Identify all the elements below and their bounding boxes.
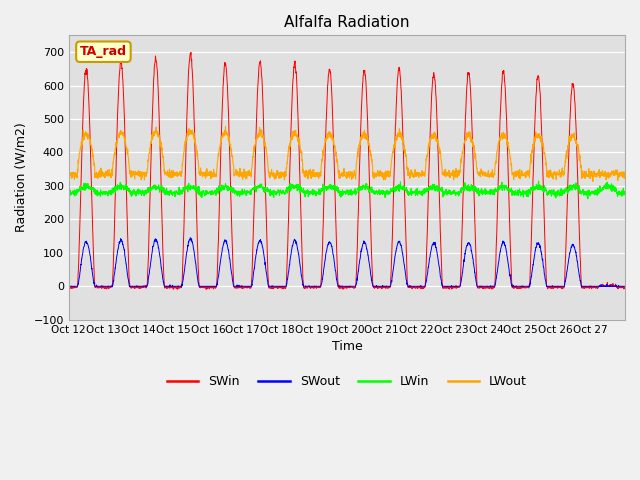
- LWout: [65, 170, 72, 176]
- LWout: [120, 136, 128, 142]
- SWin: [202, 287, 210, 292]
- SWout: [621, 283, 628, 289]
- Text: TA_rad: TA_rad: [80, 45, 127, 58]
- LWout: [515, 168, 522, 174]
- LWin: [120, 185, 128, 191]
- Line: SWout: SWout: [68, 238, 625, 286]
- SWout: [613, 283, 621, 289]
- LWin: [65, 190, 72, 196]
- LWin: [241, 187, 248, 193]
- LWout: [589, 179, 596, 184]
- LWin: [613, 191, 621, 197]
- Line: LWin: LWin: [68, 181, 625, 199]
- LWin: [514, 188, 522, 193]
- LWout: [621, 173, 628, 179]
- SWout: [120, 247, 128, 252]
- SWin: [120, 112, 128, 118]
- Legend: SWin, SWout, LWin, LWout: SWin, SWout, LWin, LWout: [162, 370, 532, 393]
- LWout: [241, 170, 248, 176]
- SWout: [241, 283, 248, 289]
- Line: SWin: SWin: [68, 52, 625, 289]
- SWin: [613, 285, 621, 291]
- SWin: [546, 285, 554, 291]
- SWout: [380, 283, 388, 289]
- Y-axis label: Radiation (W/m2): Radiation (W/m2): [15, 123, 28, 232]
- LWin: [535, 178, 543, 184]
- LWin: [621, 192, 628, 198]
- SWin: [621, 286, 628, 291]
- SWin: [187, 49, 195, 55]
- SWout: [546, 283, 554, 289]
- SWin: [241, 284, 248, 290]
- SWin: [381, 284, 388, 289]
- Line: LWout: LWout: [68, 127, 625, 181]
- LWout: [613, 167, 621, 173]
- LWout: [380, 173, 388, 179]
- SWout: [65, 283, 72, 289]
- SWin: [515, 285, 522, 291]
- X-axis label: Time: Time: [332, 340, 362, 353]
- SWout: [515, 283, 522, 289]
- Title: Alfalfa Radiation: Alfalfa Radiation: [284, 15, 410, 30]
- LWout: [546, 171, 554, 177]
- SWin: [65, 284, 72, 290]
- SWout: [186, 235, 194, 240]
- LWin: [584, 196, 591, 202]
- LWin: [380, 189, 388, 194]
- LWout: [221, 124, 229, 130]
- LWin: [546, 190, 554, 195]
